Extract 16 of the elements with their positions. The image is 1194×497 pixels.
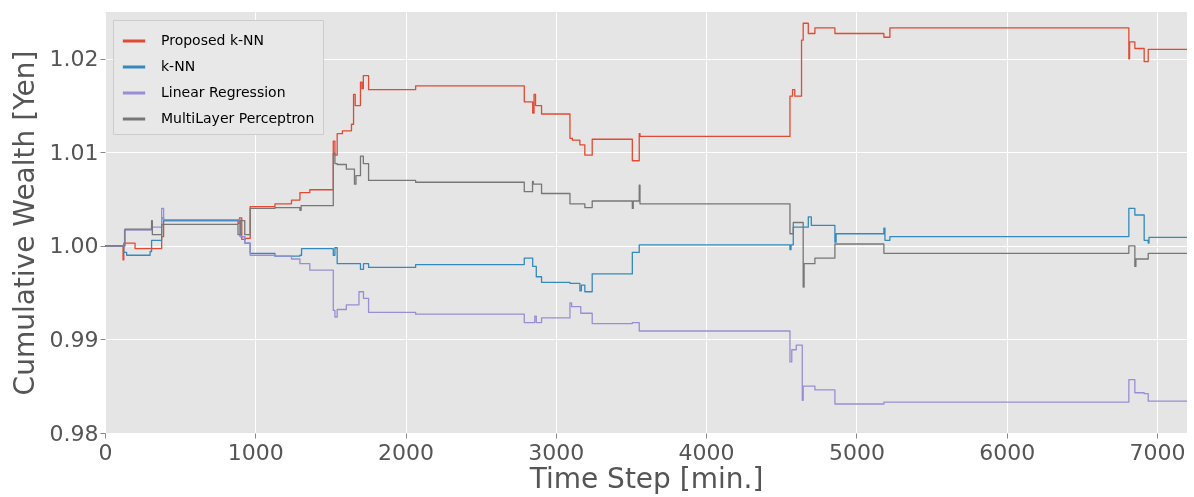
x-tick-label: 7000 (1129, 439, 1186, 465)
x-tick-label: 2000 (378, 439, 435, 465)
legend-label: MultiLayer Perceptron (161, 110, 315, 126)
legend-label: Proposed k-NN (161, 32, 265, 48)
x-tick-label: 1000 (227, 439, 284, 465)
y-tick-label: 1.02 (49, 46, 99, 72)
y-tick-label: 1.00 (49, 233, 99, 259)
x-tick-label: 5000 (828, 439, 885, 465)
legend-label: k-NN (161, 58, 196, 74)
x-tick-label: 0 (98, 439, 113, 465)
y-axis-title: Cumulative Wealth [Yen] (7, 50, 41, 396)
x-tick-label: 6000 (979, 439, 1036, 465)
legend-label: Linear Regression (161, 84, 286, 100)
y-tick-label: 0.98 (49, 420, 99, 446)
y-tick-label: 0.99 (49, 326, 99, 352)
y-tick-label: 1.01 (49, 139, 99, 165)
